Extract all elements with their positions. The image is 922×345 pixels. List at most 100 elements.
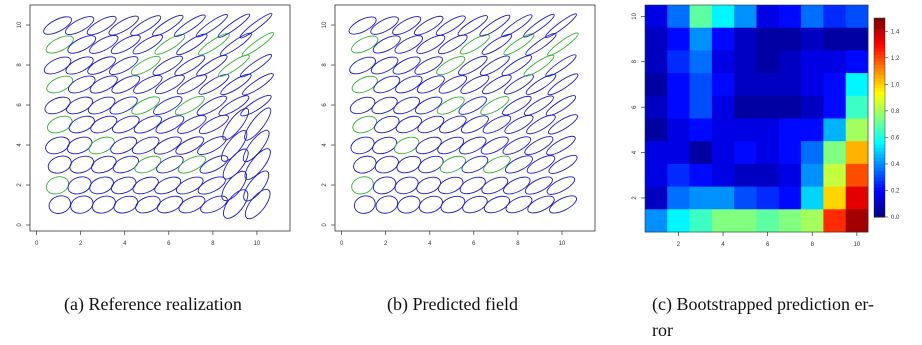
ellipse (69, 155, 95, 174)
colorbar-tick-label: 0.8 (891, 109, 900, 115)
colorbar-segment (874, 41, 885, 46)
highlighted-ellipse (393, 136, 420, 155)
ellipse (395, 75, 423, 94)
ellipse (176, 74, 208, 95)
ellipse (459, 136, 487, 155)
heatmap-cell (711, 27, 735, 51)
heatmap-cell (756, 118, 780, 142)
highlighted-ellipse (154, 34, 186, 55)
ellipse (90, 115, 118, 134)
ellipse (178, 195, 206, 214)
ellipse (133, 115, 162, 134)
colorbar-frame (873, 17, 886, 218)
colorbar-segment (874, 203, 885, 208)
heatmap-cell (711, 141, 735, 165)
ellipse (112, 115, 140, 134)
heatmap-cell (734, 186, 757, 210)
colorbar-segment (874, 37, 885, 42)
ellipse (374, 155, 399, 174)
ellipse (353, 155, 377, 174)
highlighted-ellipse (88, 136, 115, 155)
colorbar-segment (874, 74, 885, 79)
ellipse (523, 13, 555, 38)
heatmap-cell (756, 73, 780, 97)
heatmap-cell (734, 141, 757, 165)
ellipse (200, 195, 228, 214)
caption-a: (a) Reference realization (64, 294, 242, 314)
ellipse (440, 195, 466, 214)
ellipse (43, 16, 72, 35)
ellipse (547, 114, 578, 135)
heatmap-cell (734, 5, 757, 29)
ellipse (479, 14, 511, 37)
colorbar-segment (874, 24, 885, 29)
highlighted-ellipse (45, 176, 70, 195)
ellipse (109, 56, 139, 75)
heatmap-cell (711, 5, 735, 29)
colorbar-segment (874, 147, 885, 152)
colorbar-segment (874, 110, 885, 115)
ellipse (526, 155, 556, 174)
heatmap-cell (756, 141, 780, 165)
heatmap-cell (645, 27, 668, 51)
ellipse (546, 135, 576, 156)
ellipse (86, 15, 117, 36)
x-tick-label: 8 (211, 241, 215, 247)
heatmap-cell (711, 95, 735, 119)
ellipse (545, 54, 577, 78)
ellipse (396, 155, 422, 174)
ellipse (461, 155, 489, 174)
colorbar-segment (874, 51, 885, 55)
ellipse (501, 14, 533, 38)
y-tick-label: 10 (322, 21, 328, 28)
colorbar-segment (874, 213, 885, 218)
ellipse (153, 136, 182, 155)
colorbar-tick-label: 0.0 (891, 215, 900, 221)
colorbar-tick-label: 0.4 (891, 162, 900, 168)
ellipse (156, 155, 184, 174)
ellipse (66, 136, 93, 155)
x-tick-label: 4 (428, 241, 432, 247)
heatmap-cell (689, 141, 713, 165)
ellipse (353, 195, 376, 214)
colorbar-tick-label: 1.2 (891, 56, 900, 62)
y-tick-label: 2 (17, 183, 23, 187)
highlighted-ellipse (547, 32, 579, 57)
heatmap-cell (845, 163, 869, 187)
colorbar-tick-label: 0.6 (891, 135, 900, 141)
ellipse (462, 195, 488, 214)
ellipse (372, 176, 397, 195)
colorbar-segment (874, 90, 885, 95)
highlighted-ellipse (503, 33, 535, 56)
colorbar-segment (874, 94, 885, 99)
ellipse (482, 115, 512, 134)
ellipse (374, 115, 400, 134)
ellipse (89, 176, 114, 195)
heatmap-cell (667, 141, 690, 165)
highlighted-ellipse (480, 96, 510, 116)
ellipse (459, 176, 486, 195)
heatmap-cell (823, 5, 847, 29)
ellipse (221, 170, 247, 202)
heatmap-cell (667, 209, 690, 233)
ellipse (416, 75, 445, 94)
ellipse (548, 154, 578, 174)
panel-a: 0 2 4 6 8 10 0 2 4 6 8 10 (0, 0, 300, 260)
ellipse (154, 74, 185, 95)
heatmap-cell (801, 73, 824, 97)
ellipse (414, 56, 443, 75)
heatmap-cell (823, 73, 847, 97)
ellipse (438, 75, 468, 94)
heatmap-cell (756, 95, 780, 119)
heatmap-cell (645, 73, 668, 97)
colorbar-segment (874, 153, 885, 158)
colorbar-segment (874, 71, 885, 75)
heatmap-cell (756, 50, 780, 74)
ellipse (197, 136, 227, 155)
ellipse (545, 13, 577, 39)
highlighted-ellipse (351, 176, 374, 195)
heatmap-cell (734, 118, 757, 142)
heatmap-cell (689, 50, 713, 74)
ellipse (156, 195, 184, 214)
heatmap-cell (801, 163, 824, 187)
